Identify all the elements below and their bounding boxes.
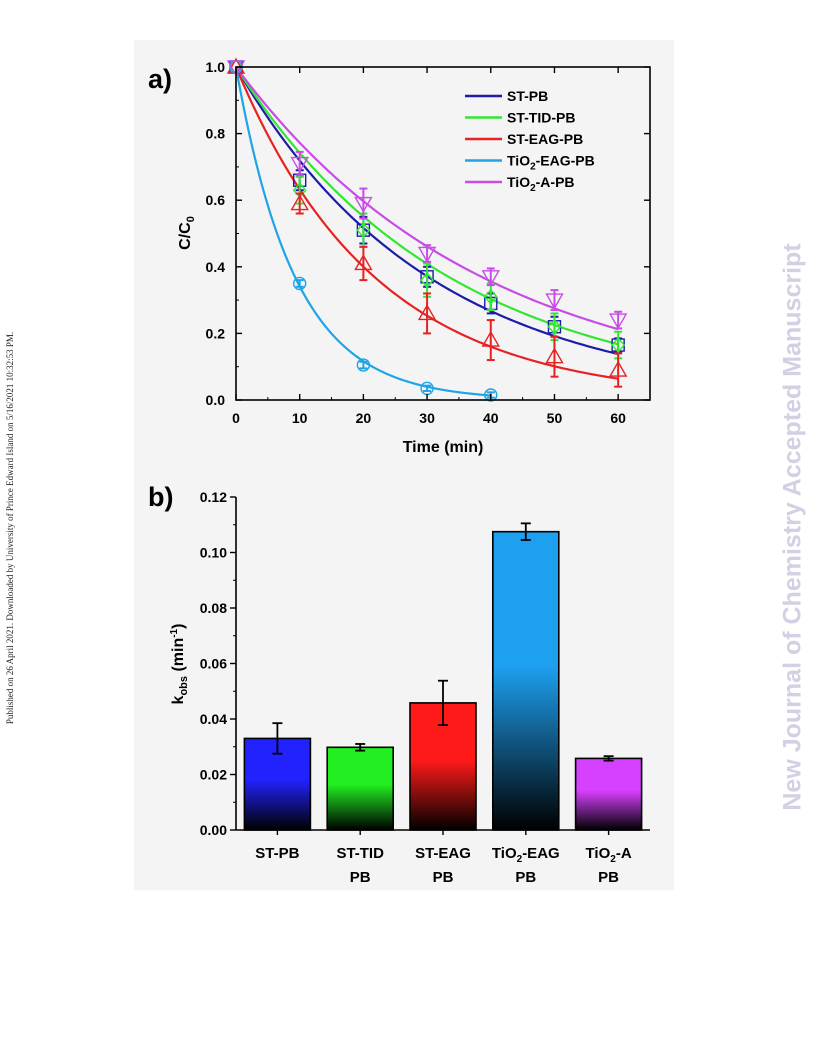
data-point-TiO2-EAG-PB bbox=[484, 388, 498, 402]
category-label-subscript: 2 bbox=[517, 854, 523, 865]
category-label-main: ST-TID bbox=[336, 845, 384, 862]
y-tick-label: 0.4 bbox=[206, 259, 226, 275]
legend-label-subscript: 2 bbox=[530, 162, 536, 173]
data-point-ST-TID-PB bbox=[420, 272, 434, 289]
x-tick-label: 10 bbox=[292, 410, 308, 426]
legend-label-rest: -EAG-PB bbox=[536, 153, 595, 169]
data-point-ST-EAG-PB bbox=[354, 254, 373, 271]
data-point-TiO2-A-PB bbox=[608, 313, 628, 330]
y-tick-label: 0.06 bbox=[200, 656, 227, 672]
data-point-ST-TID-PB bbox=[356, 222, 371, 239]
data-point-TiO2-A-PB bbox=[481, 270, 500, 287]
y-axis-label-subscript: obs bbox=[178, 676, 190, 696]
y-tick-label: 0.0 bbox=[206, 392, 226, 408]
x-tick-label: 20 bbox=[356, 410, 372, 426]
x-tick-label: 60 bbox=[610, 410, 626, 426]
data-point-ST-TID-PB bbox=[547, 318, 562, 335]
data-point-ST-EAG-PB bbox=[290, 194, 309, 211]
category-label: ST-PB bbox=[255, 845, 299, 862]
legend-label-main: ST-PB bbox=[507, 88, 548, 104]
y-tick-label: 0.6 bbox=[206, 192, 226, 208]
category-label-main: ST-EAG bbox=[415, 845, 471, 862]
y-axis-label-subscript: 0 bbox=[185, 216, 197, 222]
x-tick-label: 50 bbox=[547, 410, 563, 426]
legend-label: ST-EAG-PB bbox=[507, 131, 583, 147]
data-point-TiO2-EAG-PB bbox=[356, 358, 371, 372]
data-point-TiO2-A-PB bbox=[545, 293, 564, 310]
data-point-TiO2-A-PB bbox=[290, 156, 309, 173]
legend-label-rest: -A-PB bbox=[536, 174, 575, 190]
y-axis-label-main: k bbox=[170, 695, 187, 704]
data-point-ST-EAG-PB bbox=[545, 347, 564, 364]
x-tick-label: 30 bbox=[419, 410, 435, 426]
category-label-line2: PB bbox=[433, 869, 454, 886]
panel-a-background bbox=[134, 40, 674, 470]
y-tick-label: 0.2 bbox=[206, 325, 226, 341]
y-axis-label: kobs (min-1) bbox=[169, 624, 190, 705]
y-tick-label: 0.08 bbox=[200, 600, 227, 616]
category-label-rest: -EAG bbox=[522, 845, 560, 862]
bar-chart-panel-b: b)ST-PB ST-TIDPBST-EAGPBTiO2-EAGPBTiO2-AP… bbox=[134, 470, 674, 890]
category-label-rest: -A bbox=[616, 845, 632, 862]
legend-label-main: TiO bbox=[507, 153, 530, 169]
category-label: ST-EAG bbox=[415, 845, 471, 862]
category-label-line2: PB bbox=[515, 869, 536, 886]
category-label-line2: PB bbox=[350, 869, 371, 886]
bar-1 bbox=[326, 746, 395, 831]
data-point-TiO2-A-PB bbox=[226, 60, 246, 77]
y-tick-label: 0.04 bbox=[200, 711, 227, 727]
panel-b-label: b) bbox=[148, 482, 173, 512]
y-tick-label: 0.8 bbox=[206, 126, 226, 142]
category-label-main: ST-PB bbox=[255, 845, 299, 862]
y-tick-label: 0.10 bbox=[200, 545, 227, 561]
data-point-ST-TID-PB bbox=[611, 336, 626, 354]
y-axis-label: C/C0 bbox=[177, 216, 197, 250]
legend-label-main: ST-TID-PB bbox=[507, 110, 575, 126]
y-tick-label: 1.0 bbox=[206, 59, 226, 75]
x-axis-label: Time (min) bbox=[403, 439, 484, 456]
legend-label: TiO2-EAG-PB bbox=[507, 153, 595, 173]
category-label: ST-TID bbox=[336, 845, 384, 862]
data-point-ST-EAG-PB bbox=[481, 330, 500, 347]
legend-label: TiO2-A-PB bbox=[507, 174, 575, 194]
category-label: TiO2-A bbox=[586, 845, 632, 865]
legend-label-main: TiO bbox=[507, 174, 530, 190]
legend-label-main: ST-EAG-PB bbox=[507, 131, 583, 147]
panel-a-label: a) bbox=[148, 64, 172, 94]
y-tick-label: 0.12 bbox=[200, 489, 227, 505]
y-tick-label: 0.00 bbox=[200, 822, 227, 838]
y-tick-label: 0.02 bbox=[200, 767, 227, 783]
category-label-line2: PB bbox=[598, 869, 619, 886]
data-point-TiO2-EAG-PB bbox=[292, 276, 307, 291]
y-axis-label-superscript: -1 bbox=[169, 628, 180, 637]
x-tick-label: 40 bbox=[483, 410, 499, 426]
y-axis-label-close: ) bbox=[170, 624, 187, 629]
data-point-ST-TID-PB bbox=[483, 288, 498, 305]
data-point-ST-EAG-PB bbox=[417, 304, 437, 321]
category-label-subscript: 2 bbox=[610, 854, 616, 865]
legend-label: ST-PB bbox=[507, 88, 548, 104]
bar-3 bbox=[491, 530, 560, 831]
bar-4 bbox=[574, 757, 643, 831]
y-axis-label-unit: (min bbox=[170, 638, 187, 676]
legend-label-subscript: 2 bbox=[530, 183, 536, 194]
y-axis-label-main: C/C bbox=[177, 222, 194, 250]
data-point-TiO2-A-PB bbox=[417, 246, 437, 263]
category-label: TiO2-EAG bbox=[492, 845, 560, 865]
data-point-ST-EAG-PB bbox=[608, 360, 628, 377]
x-tick-label: 0 bbox=[232, 410, 240, 426]
category-label-main: TiO bbox=[492, 845, 517, 862]
data-point-TiO2-A-PB bbox=[354, 196, 373, 213]
legend-label: ST-TID-PB bbox=[507, 110, 575, 126]
category-label-main: TiO bbox=[586, 845, 611, 862]
